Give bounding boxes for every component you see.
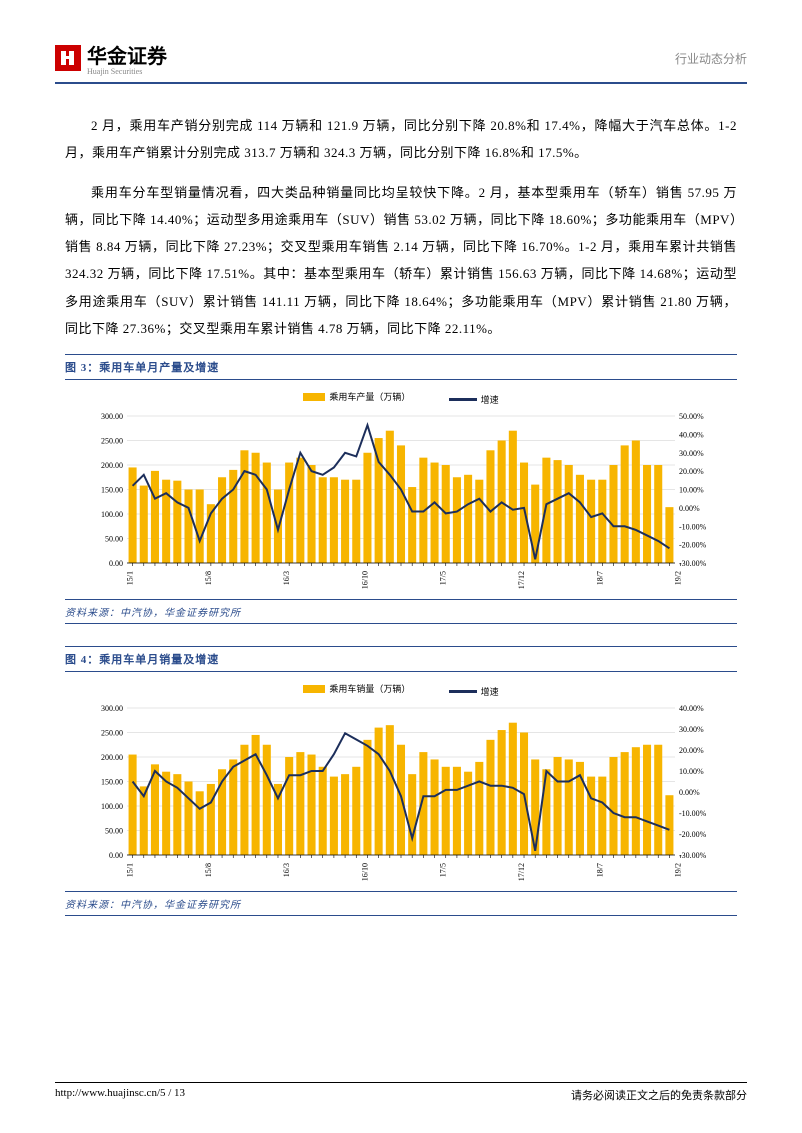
chart4-svg: 0.00 50.00 100.00 150.00 200.00 250.00 300.00 -… bbox=[81, 702, 721, 887]
svg-text:200.00: 200.00 bbox=[101, 753, 123, 762]
svg-text:30.00%: 30.00% bbox=[679, 725, 704, 734]
svg-text:15/8: 15/8 bbox=[204, 571, 213, 585]
chart4-source: 资料来源：中汽协，华金证券研究所 bbox=[65, 891, 737, 916]
svg-text:16/10: 16/10 bbox=[360, 863, 369, 881]
svg-text:300.00: 300.00 bbox=[101, 704, 123, 713]
svg-text:10.00%: 10.00% bbox=[679, 767, 704, 776]
svg-text:100.00: 100.00 bbox=[101, 510, 123, 519]
svg-text:16/3: 16/3 bbox=[282, 863, 291, 877]
svg-text:-20.00%: -20.00% bbox=[679, 541, 707, 550]
chart3-source: 资料来源：中汽协，华金证券研究所 bbox=[65, 599, 737, 624]
svg-text:15/1: 15/1 bbox=[126, 571, 135, 585]
chart3-svg: 0.00 50.00 100.00 150.00 200.00 250.00 300.00 -… bbox=[81, 410, 721, 595]
chart4-title: 图 4：乘用车单月销量及增速 bbox=[65, 646, 737, 672]
svg-text:250.00: 250.00 bbox=[101, 437, 123, 446]
logo-icon bbox=[55, 45, 81, 71]
svg-text:300.00: 300.00 bbox=[101, 412, 123, 421]
svg-text:150.00: 150.00 bbox=[101, 777, 123, 786]
footer-disclaimer: 请务必阅读正文之后的免责条款部分 bbox=[571, 1087, 747, 1103]
svg-text:19/2: 19/2 bbox=[674, 571, 683, 585]
svg-text:17/12: 17/12 bbox=[517, 863, 526, 881]
svg-text:-10.00%: -10.00% bbox=[679, 522, 707, 531]
svg-text:0.00: 0.00 bbox=[109, 851, 123, 860]
svg-text:0.00%: 0.00% bbox=[679, 788, 700, 797]
logo: 华金证券 Huajin Securities bbox=[55, 40, 167, 76]
svg-text:50.00: 50.00 bbox=[105, 535, 123, 544]
footer-left: http://www.huajinsc.cn/5 / 13 bbox=[55, 1087, 185, 1103]
chart4-block: 图 4：乘用车单月销量及增速 乘用车销量（万辆） 增速 0.00 50.00 100… bbox=[65, 646, 737, 916]
footer-page: 5 / 13 bbox=[160, 1087, 185, 1099]
svg-text:200.00: 200.00 bbox=[101, 461, 123, 470]
svg-text:15/1: 15/1 bbox=[126, 863, 135, 877]
logo-text-cn: 华金证券 bbox=[87, 40, 167, 69]
svg-text:18/7: 18/7 bbox=[595, 571, 604, 585]
svg-text:30.00%: 30.00% bbox=[679, 449, 704, 458]
paragraph-2: 乘用车分车型销量情况看，四大类品种销量同比均呈较快下降。2 月，基本型乘用车（轿… bbox=[55, 179, 747, 343]
svg-text:-20.00%: -20.00% bbox=[679, 830, 707, 839]
chart3-legend: 乘用车产量（万辆） 增速 bbox=[69, 390, 733, 406]
svg-text:16/10: 16/10 bbox=[360, 571, 369, 589]
svg-text:19/2: 19/2 bbox=[674, 863, 683, 877]
svg-text:0.00%: 0.00% bbox=[679, 504, 700, 513]
chart3-block: 图 3：乘用车单月产量及增速 乘用车产量（万辆） 增速 0.00 50.00 100… bbox=[65, 354, 737, 624]
svg-text:250.00: 250.00 bbox=[101, 728, 123, 737]
header-category: 行业动态分析 bbox=[675, 50, 747, 67]
svg-text:16/3: 16/3 bbox=[282, 571, 291, 585]
footer-url: http://www.huajinsc.cn/ bbox=[55, 1087, 160, 1099]
chart3-title: 图 3：乘用车单月产量及增速 bbox=[65, 354, 737, 380]
svg-text:20.00%: 20.00% bbox=[679, 746, 704, 755]
svg-text:17/12: 17/12 bbox=[517, 571, 526, 589]
paragraph-1: 2 月，乘用车产销分别完成 114 万辆和 121.9 万辆，同比分别下降 20… bbox=[55, 112, 747, 167]
svg-text:40.00%: 40.00% bbox=[679, 704, 704, 713]
svg-text:18/7: 18/7 bbox=[595, 863, 604, 877]
svg-text:17/5: 17/5 bbox=[439, 863, 448, 877]
page-footer: http://www.huajinsc.cn/5 / 13 请务必阅读正文之后的… bbox=[55, 1082, 747, 1103]
svg-text:-10.00%: -10.00% bbox=[679, 809, 707, 818]
svg-text:15/8: 15/8 bbox=[204, 863, 213, 877]
svg-text:-30.00%: -30.00% bbox=[679, 851, 707, 860]
svg-text:0.00: 0.00 bbox=[109, 559, 123, 568]
svg-text:50.00: 50.00 bbox=[105, 826, 123, 835]
svg-text:-30.00%: -30.00% bbox=[679, 559, 707, 568]
svg-text:150.00: 150.00 bbox=[101, 486, 123, 495]
svg-text:40.00%: 40.00% bbox=[679, 431, 704, 440]
chart4-legend: 乘用车销量（万辆） 增速 bbox=[69, 682, 733, 698]
svg-text:100.00: 100.00 bbox=[101, 802, 123, 811]
svg-text:10.00%: 10.00% bbox=[679, 486, 704, 495]
svg-text:20.00%: 20.00% bbox=[679, 467, 704, 476]
page-header: 华金证券 Huajin Securities 行业动态分析 bbox=[55, 40, 747, 84]
svg-text:50.00%: 50.00% bbox=[679, 412, 704, 421]
svg-text:17/5: 17/5 bbox=[439, 571, 448, 585]
